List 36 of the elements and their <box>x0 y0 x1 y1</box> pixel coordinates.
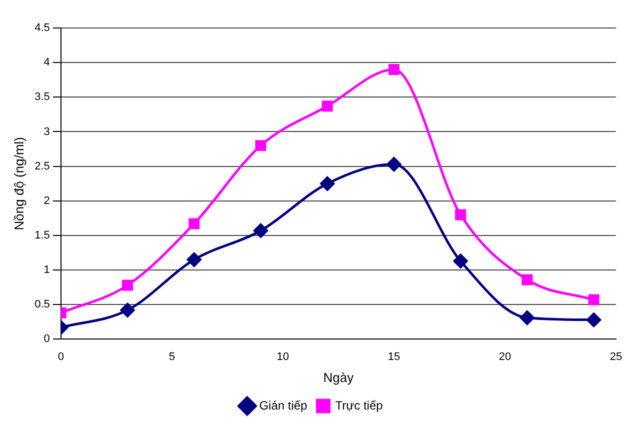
x-tick-label: 10 <box>276 350 290 363</box>
y-tick-label: 3 <box>44 126 50 138</box>
point <box>386 156 402 172</box>
legend-label: Trực tiếp <box>335 398 384 412</box>
y-tick-label: 1 <box>44 264 50 276</box>
point <box>186 252 202 267</box>
point <box>520 310 534 326</box>
point <box>455 209 466 220</box>
y-tick-label: 4.5 <box>34 22 50 34</box>
x-tick-label: 5 <box>168 350 175 363</box>
y-axis-title: Nồng độ (ng/ml) <box>11 136 26 230</box>
x-axis-title: Ngày <box>323 370 354 385</box>
x-tick-label: 15 <box>388 350 400 363</box>
point <box>320 176 335 191</box>
point <box>255 140 266 152</box>
y-tick-label: 2 <box>44 194 50 207</box>
point <box>120 302 135 318</box>
y-tick-label: 1.5 <box>34 230 50 242</box>
point <box>322 100 333 112</box>
y-tick-label: 4 <box>44 56 50 69</box>
x-tick-label: 25 <box>610 350 622 363</box>
point <box>588 294 600 306</box>
x-tick-label: 0 <box>58 350 64 363</box>
point <box>122 280 133 291</box>
y-tick-label: 2.5 <box>34 160 50 172</box>
point <box>188 218 200 230</box>
y-tick-label: 3.5 <box>34 91 50 104</box>
point <box>388 64 400 75</box>
x-tick-label: 20 <box>498 350 512 363</box>
point <box>253 223 268 238</box>
point <box>453 254 468 268</box>
legend-label: Gián tiếp <box>259 398 308 412</box>
point <box>522 274 533 286</box>
y-tick-label: 0.5 <box>34 298 50 311</box>
y-tick-label: 0 <box>44 333 50 346</box>
point <box>586 312 602 328</box>
